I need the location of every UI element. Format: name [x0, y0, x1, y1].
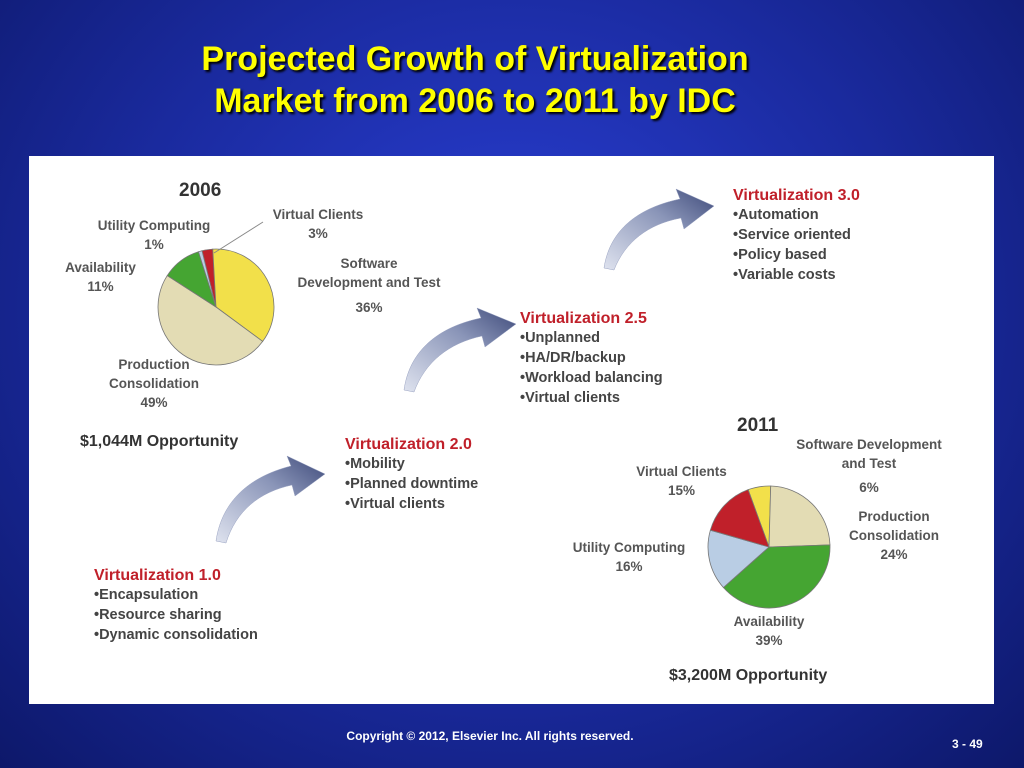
stage-item: Resource sharing	[94, 605, 258, 625]
stage-virtualization-3-0: Virtualization 3.0 Automation Service or…	[733, 187, 860, 285]
stage-item: Variable costs	[733, 265, 860, 285]
title-line-2: Market from 2006 to 2011 by IDC	[214, 82, 736, 120]
stage-item: HA/DR/backup	[520, 348, 663, 368]
stage-item: Mobility	[345, 454, 478, 474]
stage-item: Virtual clients	[520, 388, 663, 408]
pie-slice-utility-computing	[707, 529, 770, 589]
label-2006-utility: Utility Computing 1%	[97, 218, 211, 252]
stage-virtualization-2-0: Virtualization 2.0 Mobility Planned down…	[345, 436, 478, 514]
label-2006-software: Software Development and Test 36%	[297, 256, 441, 315]
stage-heading: Virtualization 3.0	[733, 187, 860, 204]
stage-item: Dynamic consolidation	[94, 625, 258, 645]
pie-slice-production-consolidation	[768, 485, 831, 548]
pie-slice-availability	[722, 544, 831, 609]
stage-virtualization-1-0: Virtualization 1.0 Encapsulation Resourc…	[94, 567, 258, 645]
figure-svg	[157, 188, 831, 609]
label-2011-production: Production Consolidation 24%	[849, 509, 939, 562]
stage-item: Service oriented	[733, 225, 860, 245]
stage-item: Encapsulation	[94, 585, 258, 605]
pie-slice-production-consolidation	[157, 275, 264, 366]
arrow-2-icon	[403, 307, 517, 393]
pie-slice-utility-computing	[197, 250, 217, 308]
label-2006-availability: Availability 11%	[65, 260, 136, 294]
pie-2011-year: 2011	[737, 415, 779, 436]
pie-2006-year: 2006	[179, 180, 222, 201]
stage-heading: Virtualization 2.0	[345, 436, 472, 453]
pie-2006-opportunity: $1,044M Opportunity	[80, 433, 239, 450]
leader-line-virtual-clients	[213, 221, 264, 254]
label-2011-availability: Availability 39%	[733, 614, 805, 648]
slide-title: Projected Growth of Virtualization Marke…	[0, 38, 950, 122]
figure-panel: 2006 Utility Computing 1% Virtual Clients…	[29, 156, 994, 704]
stage-heading: Virtualization 2.5	[520, 310, 647, 327]
pie-slice-virtual-clients	[709, 489, 770, 548]
stage-item: Virtual clients	[345, 494, 478, 514]
stage-item: Unplanned	[520, 328, 663, 348]
stage-virtualization-2-5: Virtualization 2.5 Unplanned HA/DR/backu…	[520, 310, 663, 408]
label-2011-virtual-clients: Virtual Clients 15%	[636, 464, 727, 498]
label-2011-software: Software Development and Test 6%	[796, 437, 942, 495]
label-2006-virtual-clients: Virtual Clients 3%	[272, 207, 364, 241]
page-number: 3 - 49	[952, 737, 983, 751]
label-2006-production: Production Consolidation 49%	[109, 357, 199, 410]
stage-item: Planned downtime	[345, 474, 478, 494]
label-2011-utility: Utility Computing 16%	[572, 540, 686, 574]
pie-2006	[157, 248, 275, 366]
stage-heading: Virtualization 1.0	[94, 567, 221, 584]
pie-2011	[707, 485, 831, 609]
pie-2011-opportunity: $3,200M Opportunity	[669, 667, 828, 684]
arrow-3-icon	[603, 188, 715, 271]
stage-item: Policy based	[733, 245, 860, 265]
arrow-1-icon	[215, 455, 326, 544]
stage-item: Workload balancing	[520, 368, 663, 388]
copyright-footer: Copyright © 2012, Elsevier Inc. All righ…	[346, 729, 634, 743]
title-line-1: Projected Growth of Virtualization	[201, 40, 749, 78]
pie-slice-software-development-and-test	[212, 248, 275, 342]
stage-item: Automation	[733, 205, 860, 225]
